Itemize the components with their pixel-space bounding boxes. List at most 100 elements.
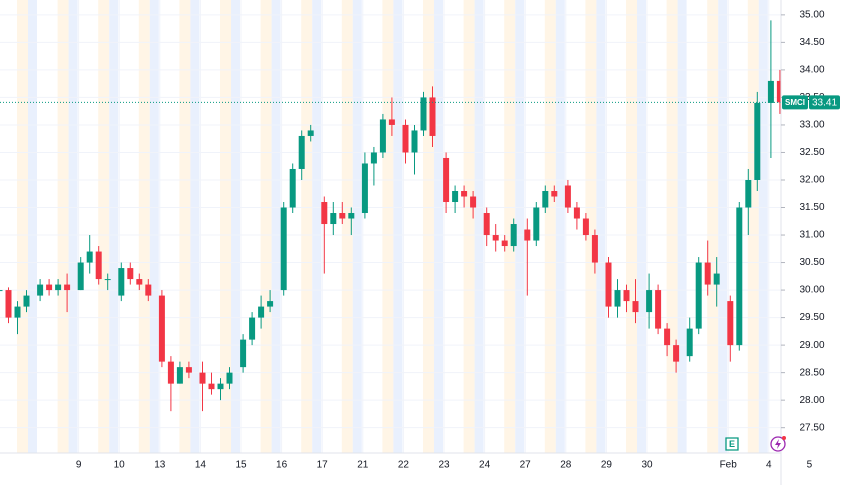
afterhours-shade [677,0,687,453]
x-tick-label: 29 [601,460,613,471]
candle-body [429,97,436,136]
y-tick-label: 27.50 [799,422,824,433]
y-tick-label: 35.00 [799,10,824,21]
x-tick-label: 21 [357,460,369,471]
dividend-icon[interactable] [770,436,786,452]
x-tick-label: 5 [807,460,813,471]
candle-body [321,202,328,225]
y-tick-label: 30.00 [799,285,824,296]
candle-body [258,306,265,318]
candle-body [646,290,653,313]
candle-body [86,251,93,263]
candle-body [623,290,630,302]
candle-body [267,301,274,307]
candle-body [443,157,450,203]
candle-body [167,361,174,384]
background [0,0,799,453]
candle-body [185,367,192,373]
candle-body [104,279,111,281]
candle-body [704,262,711,285]
candle-body [95,251,102,280]
price-tag-label: 33.41 [812,98,837,109]
y-tick-label: 31.00 [799,230,824,241]
candle-body [542,190,549,208]
candle-body [492,235,499,241]
candle-body [695,262,702,329]
y-tick-label: 31.50 [799,202,824,213]
candle-body [46,284,53,291]
afterhours-shade [555,0,565,453]
y-tick-label: 28.00 [799,395,824,406]
candle-body [23,295,30,307]
afterhours-shade [28,0,37,453]
candle-body [564,185,571,208]
premarket-shade [17,0,28,453]
afterhours-shade [758,0,768,453]
candle-body [330,213,337,225]
candle-body [339,213,346,219]
symbol-label: SMCI [785,98,805,107]
candle-body [136,279,143,285]
candle-body [533,207,540,241]
candle-body [5,290,12,318]
candle-body [605,262,612,307]
y-tick-label: 33.00 [799,120,824,131]
candle-body [55,284,62,291]
premarket-shade [504,0,516,453]
premarket-shade [341,0,353,453]
candle-body [176,367,183,384]
premarket-shade [382,0,394,453]
x-tick-label: 16 [276,460,288,471]
x-tick-label: 28 [560,460,572,471]
afterhours-shade [149,0,159,453]
candle-body [298,135,305,169]
candle-body [249,317,256,340]
x-tick-label: Feb [720,460,738,471]
x-tick-label: 4 [766,460,772,471]
x-tick-label: 10 [114,460,126,471]
premarket-shade [788,0,799,453]
y-tick-label: 32.50 [799,147,824,158]
x-tick-label: 30 [641,460,653,471]
candle-body [573,207,580,219]
candle-body [551,190,558,197]
y-tick-label: 29.00 [799,340,824,351]
afterhours-shade [637,0,646,453]
afterhours-shade [474,0,484,453]
candle-body [240,339,247,368]
x-tick-label: 24 [479,460,491,471]
afterhours-shade [596,0,606,453]
candle-body [470,196,477,208]
candle-body [754,102,761,180]
candle-body [411,130,418,153]
y-tick-label: 34.50 [799,37,824,48]
candle-body [420,97,427,131]
premarket-shade [179,0,191,453]
afterhours-shade [718,0,728,453]
candle-body [736,207,743,346]
candle-body [632,301,639,313]
premarket-shade [220,0,231,453]
x-tick-label: 17 [317,460,329,471]
afterhours-shade [109,0,119,453]
afterhours-shade [190,0,200,453]
afterhours-shade [352,0,362,453]
afterhours-shade [271,0,281,453]
price-tag [809,95,840,110]
x-tick-label: 23 [438,460,450,471]
candle-body [664,328,671,346]
candle-body [776,80,781,103]
candle-body [745,179,752,208]
y-tick-label: 29.50 [799,312,824,323]
premarket-shade [707,0,719,453]
premarket-shade [423,0,434,453]
candle-body [655,290,662,329]
y-tick-label: 34.00 [799,65,824,76]
afterhours-shade [68,0,78,453]
earnings-icon[interactable]: E [725,437,739,451]
y-tick-label: 28.50 [799,367,824,378]
premarket-shade [138,0,150,453]
candle-body [524,229,531,241]
